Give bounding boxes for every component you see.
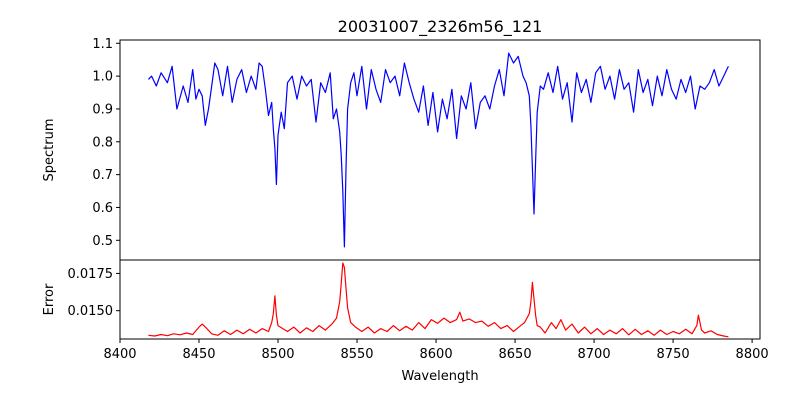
spectrum-series-line	[147, 52, 729, 248]
x-tick-label: 8750	[657, 347, 690, 362]
x-tick-label: 8400	[103, 347, 136, 362]
error-series-line	[148, 262, 729, 338]
spectrum-y-tick-label: 0.5	[92, 234, 113, 249]
spectrum-y-tick-label: 0.9	[92, 102, 113, 117]
x-tick-label: 8550	[340, 347, 373, 362]
x-tick-label: 8450	[182, 347, 215, 362]
chart-title: 20031007_2326m56_121	[338, 17, 543, 37]
x-tick-label: 8650	[499, 347, 532, 362]
spectrum-y-tick-label: 0.6	[92, 201, 113, 216]
error-panel: 0.0150 0.0175 Error 8400 8450 8500 8550 8600 865…	[42, 259, 769, 362]
spectrum-panel: 0.5 0.6 0.7 0.8 0.9 1.0 1.1 Spectrum	[42, 37, 761, 261]
spectrum-y-tick-label: 1.0	[92, 70, 113, 85]
x-tick-label: 8500	[261, 347, 294, 362]
x-tick-label: 8800	[736, 347, 769, 362]
error-y-tick-label: 0.0175	[68, 267, 114, 282]
error-axes-frame	[119, 259, 761, 340]
spectrum-y-tick-label: 0.7	[92, 168, 113, 183]
spectrum-y-tick-label: 1.1	[92, 37, 113, 52]
x-axis-label: Wavelength	[401, 369, 478, 384]
spectrum-y-tick-label: 0.8	[92, 135, 113, 150]
spectrum-y-axis-label: Spectrum	[42, 119, 57, 182]
spectrum-axes-frame	[119, 39, 761, 261]
x-tick-label: 8600	[420, 347, 453, 362]
x-tick-label: 8700	[578, 347, 611, 362]
error-y-axis-label: Error	[42, 283, 57, 315]
error-y-tick-label: 0.0150	[68, 304, 114, 319]
